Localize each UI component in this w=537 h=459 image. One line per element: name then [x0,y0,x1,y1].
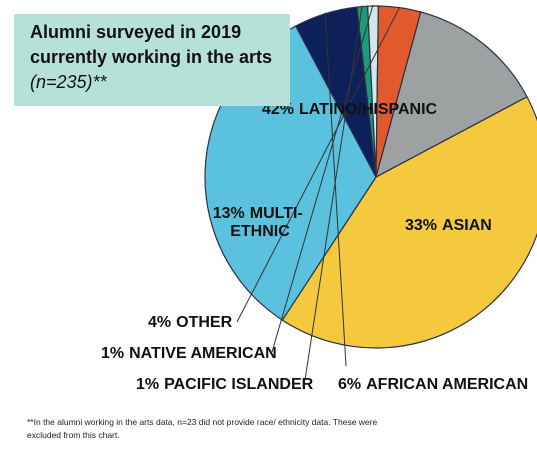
footnote: **In the alumni working in the arts data… [27,417,378,440]
label-multi-ethnic: 13% MULTI- ETHNIC [213,205,308,240]
pie-slice-multi-ethnic [375,11,528,178]
title-box [14,14,290,106]
leader-line-african-american [324,12,347,367]
label-asian: 33% ASIAN [405,217,492,234]
chart-title: Alumni surveyed in 2019 currently workin… [30,22,273,92]
label-native-american: 1% NATIVE AMERICAN [101,345,277,362]
label-other: 4% OTHER [148,314,233,331]
label-pacific-islander: 1% PACIFIC ISLANDER [136,376,314,393]
leader-line-other [236,6,401,323]
pie-slice-latino-hispanic [281,96,537,349]
leader-line-pacific-islander [304,5,363,381]
leader-line-native-american [271,4,374,353]
leader-lines [236,4,401,381]
label-african-american: 6% AFRICAN AMERICAN [338,376,528,393]
